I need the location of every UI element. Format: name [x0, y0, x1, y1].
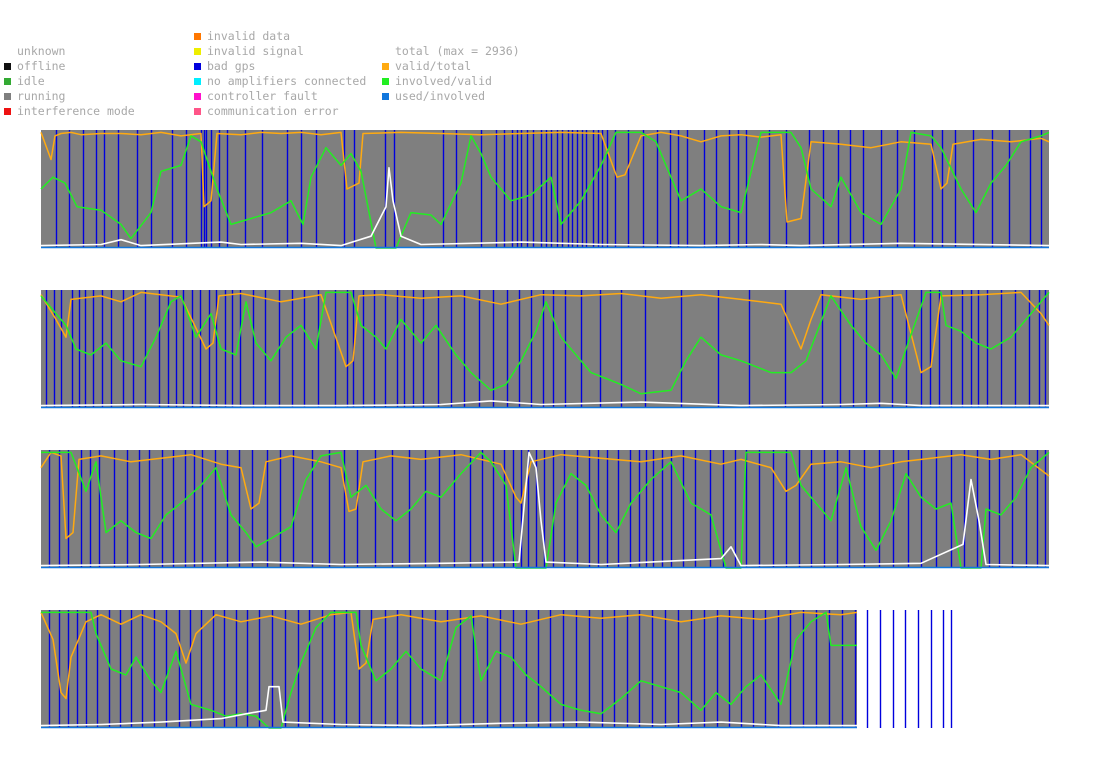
legend-label: total (max = 2936)	[395, 44, 520, 58]
legend-swatch	[382, 78, 389, 85]
legend-swatch	[194, 78, 201, 85]
legend-label: unknown	[17, 44, 66, 58]
status-strip-2	[40, 290, 1050, 409]
legend-label: involved/valid	[395, 74, 492, 88]
legend-swatch	[194, 63, 201, 70]
status-strip-4	[40, 610, 953, 729]
legend-label: invalid data	[207, 29, 291, 43]
legend-swatch	[4, 63, 11, 70]
status-strip-1	[40, 130, 1050, 249]
legend-label: bad gps	[207, 59, 256, 73]
total-line	[40, 685, 857, 727]
legend-swatch	[382, 93, 389, 100]
valid-total-line	[40, 131, 1050, 223]
running-background	[41, 610, 857, 728]
total-line	[40, 167, 1050, 247]
legend: unknown offline idle running interferenc…	[0, 29, 1095, 124]
involved-valid-line	[40, 291, 1050, 395]
legend-swatch	[382, 63, 389, 70]
status-strip-3	[40, 450, 1050, 569]
legend-swatch	[194, 93, 201, 100]
legend-label: running	[17, 89, 66, 103]
legend-swatch	[4, 93, 11, 100]
legend-label: interference mode	[17, 104, 135, 118]
valid-total-line	[40, 451, 1050, 540]
legend-swatch	[194, 48, 201, 55]
valid-total-line	[40, 611, 858, 700]
legend-label: communication error	[207, 104, 339, 118]
total-line	[40, 451, 1050, 567]
legend-label: offline	[17, 59, 66, 73]
involved-valid-line	[40, 131, 1050, 249]
legend-swatch	[4, 78, 11, 85]
legend-swatch	[4, 108, 11, 115]
legend-label: no amplifiers connected	[207, 74, 367, 88]
legend-label: idle	[17, 74, 45, 88]
legend-swatch	[194, 33, 201, 40]
legend-label: valid/total	[395, 59, 472, 73]
total-line	[40, 400, 1049, 407]
legend-label: invalid signal	[207, 44, 304, 58]
legend-label: used/involved	[395, 89, 486, 103]
legend-label: controller fault	[207, 89, 318, 103]
involved-valid-line	[41, 611, 857, 729]
legend-swatch	[194, 108, 201, 115]
